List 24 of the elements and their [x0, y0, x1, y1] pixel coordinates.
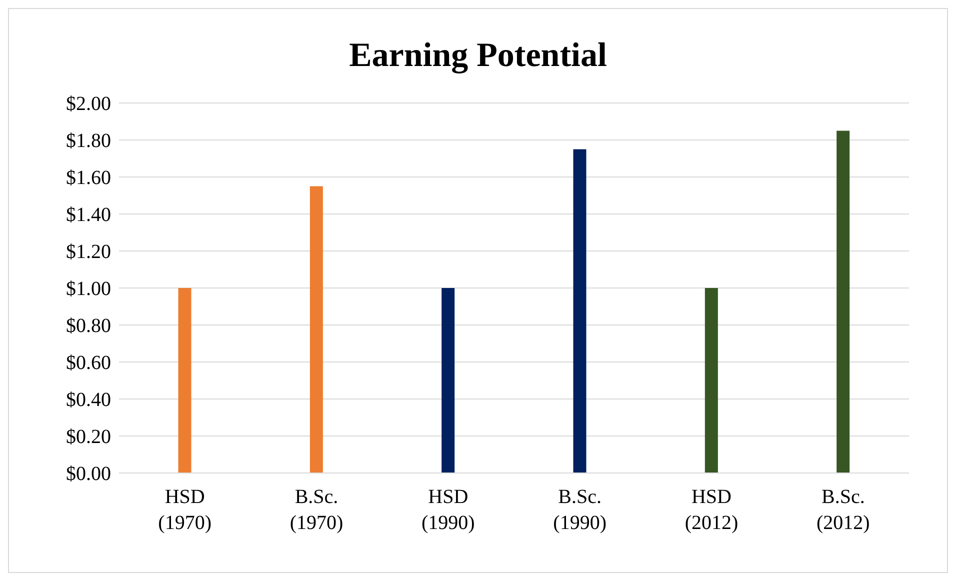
y-tick-label: $1.20 — [66, 241, 111, 264]
x-tick-label: B.Sc. (1970) — [290, 486, 344, 534]
y-tick-label: $1.40 — [66, 204, 111, 226]
bar — [836, 130, 850, 473]
chart-title: Earning Potential — [348, 37, 608, 76]
x-tick-label: B.Sc. (1990) — [553, 486, 606, 534]
y-tick-label: $1.00 — [66, 278, 111, 300]
y-tick-label: $0.40 — [66, 389, 111, 412]
bar — [442, 288, 455, 473]
y-tick-label: $1.60 — [66, 167, 111, 190]
x-tick-label: B.Sc. (2012) — [816, 486, 870, 534]
x-tick-label: HSD (1990) — [422, 486, 475, 534]
y-tick-label: $0.80 — [66, 315, 111, 338]
y-tick-label: $0.60 — [66, 352, 111, 374]
y-tick-label: $1.80 — [66, 130, 111, 152]
x-tick-label: HSD (2012) — [684, 486, 738, 534]
bar — [178, 288, 192, 473]
bar — [310, 186, 323, 473]
y-tick-label: $0.00 — [66, 463, 111, 486]
y-tick-label: $0.20 — [66, 426, 111, 448]
y-tick-label: $2.00 — [66, 93, 111, 116]
x-tick-label: HSD (1970) — [158, 486, 212, 534]
bar — [573, 149, 586, 473]
bar — [704, 288, 718, 473]
